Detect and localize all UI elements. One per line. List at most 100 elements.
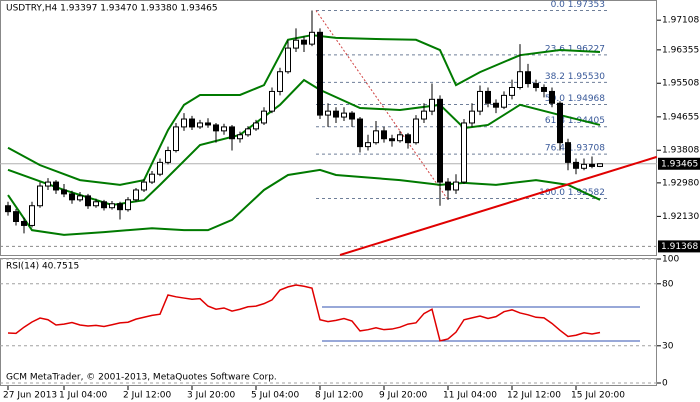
candle-body xyxy=(269,90,275,112)
candle-body xyxy=(13,211,19,222)
rsi-line xyxy=(7,284,601,342)
x-tick-label: 15 Jul 20:00 xyxy=(571,391,625,401)
candle-body xyxy=(341,112,347,118)
candle-body xyxy=(349,112,355,120)
candle-body xyxy=(109,203,115,209)
candle-body xyxy=(261,110,267,124)
candle-body xyxy=(413,118,419,144)
y-tick-label: 1.95508 xyxy=(662,79,699,89)
rsi-tick-label: 0 xyxy=(662,379,668,389)
candle-body xyxy=(165,150,171,163)
rsi-tick-label: 30 xyxy=(662,341,674,351)
candle-body xyxy=(421,110,427,120)
candle-body xyxy=(461,122,467,183)
rsi-panel xyxy=(0,258,657,386)
rsi-tick-label: 100 xyxy=(662,255,679,265)
candle-body xyxy=(357,118,363,148)
candle-body xyxy=(53,181,59,191)
fibo-label: 76.4 1.93708 xyxy=(545,144,605,154)
candle-body xyxy=(253,122,259,130)
fibo-label: 50.0 1.94968 xyxy=(545,94,605,104)
candle-body xyxy=(317,31,323,116)
x-tick-label: 5 Jul 04:00 xyxy=(251,391,300,401)
fibo-label: 23.6 1.96227 xyxy=(545,44,605,54)
x-tick-label: 11 Jul 04:00 xyxy=(443,391,497,401)
candle-body xyxy=(445,181,451,191)
candle-body xyxy=(525,71,531,85)
trendline xyxy=(339,155,658,256)
candle-body xyxy=(373,130,379,144)
indicator-title: RSI(14) 40.7515 xyxy=(6,262,79,272)
candle-body xyxy=(45,181,51,187)
candle-body xyxy=(229,126,235,140)
candle-body xyxy=(501,94,507,108)
band-line xyxy=(7,168,601,236)
fibo-label: 61.8 1.94405 xyxy=(545,116,605,126)
x-tick-label: 8 Jul 12:00 xyxy=(315,391,364,401)
candle-body xyxy=(117,203,123,211)
band-line xyxy=(7,78,601,206)
candle-body xyxy=(589,163,595,167)
x-tick-label: 1 Jul 04:00 xyxy=(59,391,108,401)
candle-body xyxy=(397,134,403,142)
y-tick-label: 1.92130 xyxy=(662,212,699,222)
candle-body xyxy=(565,142,571,163)
candle-body xyxy=(381,130,387,140)
price-tag-label: 1.91368 xyxy=(661,242,698,252)
candle-body xyxy=(93,201,99,207)
price-tag xyxy=(658,240,700,253)
x-tick-label: 27 Jun 2013 xyxy=(3,391,57,401)
candle-body xyxy=(61,189,67,195)
candle-body xyxy=(581,163,587,169)
rsi-tick-label: 80 xyxy=(662,279,674,289)
candle-body xyxy=(101,201,107,209)
candle-body xyxy=(149,173,155,183)
candle-body xyxy=(213,124,219,132)
candle-body xyxy=(365,142,371,148)
y-tick-label: 1.94655 xyxy=(662,112,699,122)
candle-body xyxy=(517,71,523,88)
candle-body xyxy=(437,98,443,183)
price-tag xyxy=(658,157,700,170)
candle-body xyxy=(205,122,211,126)
candle-body xyxy=(189,118,195,128)
candle-body xyxy=(157,161,163,175)
y-tick-label: 1.92980 xyxy=(662,178,699,188)
candle-body xyxy=(509,86,515,96)
candle-body xyxy=(405,134,411,144)
candle-body xyxy=(389,138,395,142)
candle-body xyxy=(181,118,187,128)
candle-body xyxy=(77,195,83,201)
candle-body xyxy=(221,126,227,132)
main-panel xyxy=(0,0,657,256)
candle-body xyxy=(453,181,459,191)
x-tick-label: 2 Jul 12:00 xyxy=(123,391,172,401)
x-tick-label: 12 Jul 12:00 xyxy=(507,391,561,401)
fibo-label: 38.2 1.95530 xyxy=(545,72,605,82)
candle-body xyxy=(133,189,139,201)
candle-body xyxy=(429,98,435,112)
candle-body xyxy=(541,86,547,92)
candle-body xyxy=(245,128,251,136)
y-tick-label: 1.97108 xyxy=(662,16,699,26)
candle-body xyxy=(141,181,147,191)
candle-body xyxy=(85,195,91,207)
candle-body xyxy=(5,205,11,213)
fibo-label: 100.0 1.92582 xyxy=(539,188,605,198)
candle-body xyxy=(173,126,179,152)
candle-body xyxy=(293,39,299,49)
y-tick-label: 1.93808 xyxy=(662,146,699,156)
candle-body xyxy=(533,83,539,88)
candle-body xyxy=(493,102,499,108)
y-tick-label: 1.96355 xyxy=(662,45,699,55)
candle-body xyxy=(197,122,203,128)
candle-body xyxy=(37,185,43,207)
candle-body xyxy=(277,71,283,92)
candle-body xyxy=(597,163,603,167)
candle-body xyxy=(285,47,291,73)
candle-body xyxy=(549,90,555,104)
price-tag-label: 1.93465 xyxy=(661,159,698,169)
